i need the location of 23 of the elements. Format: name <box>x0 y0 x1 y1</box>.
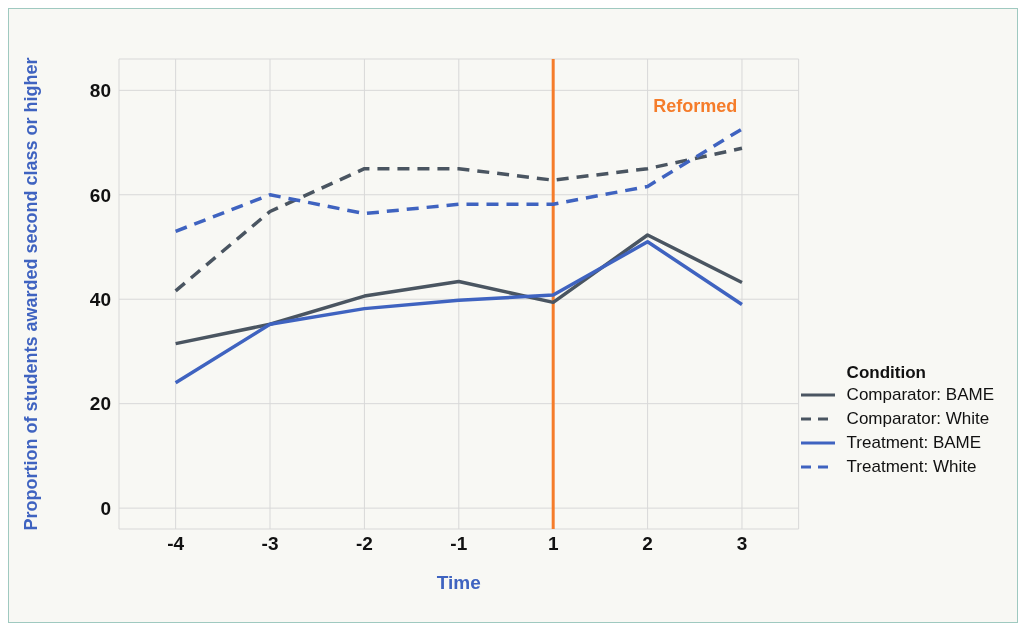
x-tick-label: -2 <box>355 533 373 555</box>
y-tick-label: 60 <box>89 184 111 206</box>
y-tick-label: 20 <box>89 393 111 415</box>
y-tick-label: 80 <box>89 80 111 102</box>
x-axis-title: Time <box>436 572 481 593</box>
x-tick-label: -3 <box>261 533 279 555</box>
y-axis-title: Proportion of students awarded second class or higher <box>21 57 42 531</box>
legend-label: Treatment: White <box>846 457 977 477</box>
y-tick-label: 40 <box>89 288 111 310</box>
line-series <box>173 127 744 234</box>
x-tick-label: 2 <box>642 533 653 555</box>
y-tick-label: 0 <box>100 497 111 519</box>
line-series <box>173 240 744 385</box>
x-tick-label: 1 <box>547 533 559 555</box>
x-tick-label: -4 <box>167 533 185 555</box>
x-tick-label: 3 <box>736 533 748 555</box>
ref-line-label: Reformed <box>653 95 738 116</box>
legend-label: Comparator: White <box>846 409 990 429</box>
legend-title: Condition <box>846 363 927 383</box>
legend-label: Treatment: BAME <box>846 433 982 453</box>
x-tick-label: -1 <box>450 533 468 555</box>
legend-label: Comparator: BAME <box>846 385 994 405</box>
line-series <box>173 146 744 293</box>
